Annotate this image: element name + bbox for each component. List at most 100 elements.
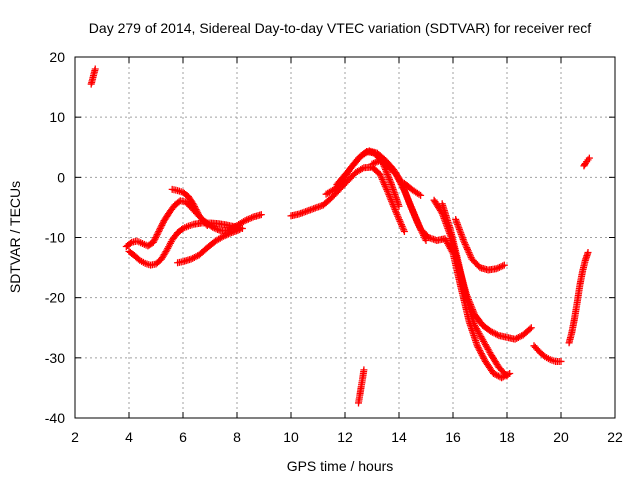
x-tick-label: 14 [391, 429, 407, 445]
x-tick-labels: 2 4 6 8 10 12 14 16 18 20 22 [71, 429, 623, 445]
data-point [527, 324, 535, 332]
data-point [478, 351, 486, 359]
data-point [91, 65, 99, 73]
data-point [500, 261, 508, 269]
data-point [557, 357, 565, 365]
data-point [401, 188, 409, 196]
data-point [464, 247, 472, 255]
data-point [152, 232, 160, 240]
series-track-a [87, 65, 99, 88]
data-point [156, 224, 164, 232]
data-point [465, 249, 473, 257]
data-point [526, 325, 534, 333]
data-point [393, 172, 401, 180]
series-track-e [168, 185, 211, 229]
data-point [244, 215, 252, 223]
data-point [203, 221, 211, 229]
data-point [461, 239, 469, 247]
y-axis-title: SDTVAR / TECUs [7, 181, 23, 293]
series-track-q [580, 154, 593, 170]
data-point [360, 366, 368, 374]
data-point [202, 220, 210, 228]
data-point [368, 160, 376, 168]
data-point [462, 242, 470, 250]
series-track-p [565, 249, 592, 347]
data-point [152, 234, 160, 242]
data-points [87, 65, 593, 407]
data-point [492, 265, 500, 273]
data-point [384, 172, 392, 180]
y-tick-label: -10 [45, 230, 65, 246]
data-point [474, 343, 482, 351]
data-point [476, 346, 484, 354]
x-tick-label: 10 [283, 429, 299, 445]
x-axis-title: GPS time / hours [287, 458, 394, 474]
data-point [502, 370, 510, 378]
data-point [406, 199, 414, 207]
data-point [411, 211, 419, 219]
data-point [154, 229, 162, 237]
data-point [384, 170, 392, 178]
data-point [410, 209, 418, 217]
data-point [159, 220, 167, 228]
data-point [460, 237, 468, 245]
data-point [480, 354, 488, 362]
data-point [407, 203, 415, 211]
data-point [402, 191, 410, 199]
data-point [370, 159, 378, 167]
y-tick-label: 20 [49, 49, 65, 65]
data-point [220, 232, 227, 240]
x-tick-label: 2 [71, 429, 79, 445]
data-point [408, 204, 416, 212]
data-point [461, 240, 469, 248]
data-point [390, 204, 398, 212]
data-point [417, 191, 425, 199]
series-track-o [530, 342, 565, 365]
data-point [155, 227, 163, 235]
data-point [405, 198, 413, 206]
series-track-m [400, 179, 425, 199]
series-track-f [287, 163, 408, 235]
data-point [386, 192, 394, 200]
data-point [193, 207, 201, 215]
data-point [386, 194, 394, 202]
data-point [226, 229, 234, 237]
data-point [391, 206, 399, 214]
x-tick-label: 6 [179, 429, 187, 445]
data-point [415, 220, 423, 228]
data-point [386, 175, 394, 183]
data-point [383, 169, 391, 177]
data-point [585, 154, 593, 162]
data-point [386, 177, 394, 185]
data-point [191, 204, 199, 212]
series-track-l [452, 215, 508, 274]
chart-title: Day 279 of 2014, Sidereal Day-to-day VTE… [89, 20, 591, 36]
data-point [190, 201, 198, 209]
data-point [463, 245, 471, 253]
x-tick-label: 18 [499, 429, 515, 445]
data-point [475, 345, 483, 353]
data-point [371, 159, 379, 167]
y-tick-label: -30 [45, 350, 65, 366]
data-point [463, 244, 471, 252]
series-track-k [438, 200, 511, 380]
data-point [466, 252, 474, 260]
data-point [400, 227, 408, 235]
data-point [477, 348, 485, 356]
data-point [584, 249, 592, 257]
data-point [236, 226, 244, 234]
data-point [493, 331, 501, 339]
data-point [126, 239, 134, 247]
data-point [194, 209, 202, 217]
data-point [191, 203, 199, 211]
data-point [382, 167, 390, 175]
x-tick-label: 8 [233, 429, 241, 445]
data-point [385, 191, 393, 199]
data-point [400, 187, 408, 195]
data-point [409, 206, 416, 214]
y-tick-labels: -40 -30 -20 -10 0 10 20 [45, 49, 65, 426]
data-point [395, 176, 403, 184]
data-point [400, 185, 408, 193]
data-point [192, 206, 200, 214]
y-tick-label: 10 [49, 109, 65, 125]
